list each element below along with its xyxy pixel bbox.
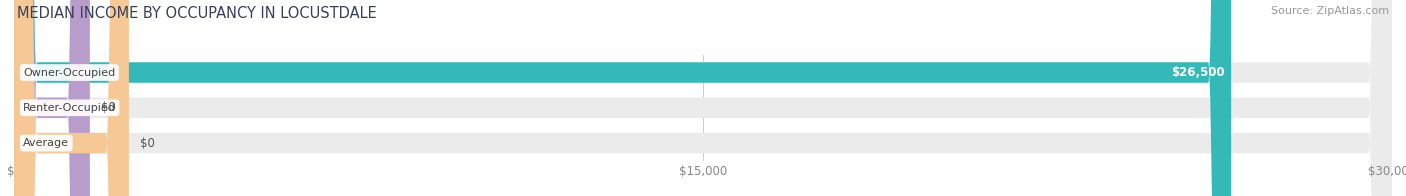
Text: Source: ZipAtlas.com: Source: ZipAtlas.com (1271, 6, 1389, 16)
Text: Average: Average (24, 138, 69, 148)
FancyBboxPatch shape (14, 0, 129, 196)
FancyBboxPatch shape (14, 0, 1232, 196)
Text: $26,500: $26,500 (1171, 66, 1225, 79)
Text: MEDIAN INCOME BY OCCUPANCY IN LOCUSTDALE: MEDIAN INCOME BY OCCUPANCY IN LOCUSTDALE (17, 6, 377, 21)
FancyBboxPatch shape (14, 0, 90, 196)
FancyBboxPatch shape (14, 0, 1392, 196)
Text: $0: $0 (101, 101, 117, 114)
Text: Owner-Occupied: Owner-Occupied (24, 67, 115, 78)
Text: Renter-Occupied: Renter-Occupied (24, 103, 117, 113)
FancyBboxPatch shape (14, 0, 1392, 196)
FancyBboxPatch shape (14, 0, 1392, 196)
Text: $0: $0 (141, 137, 155, 150)
